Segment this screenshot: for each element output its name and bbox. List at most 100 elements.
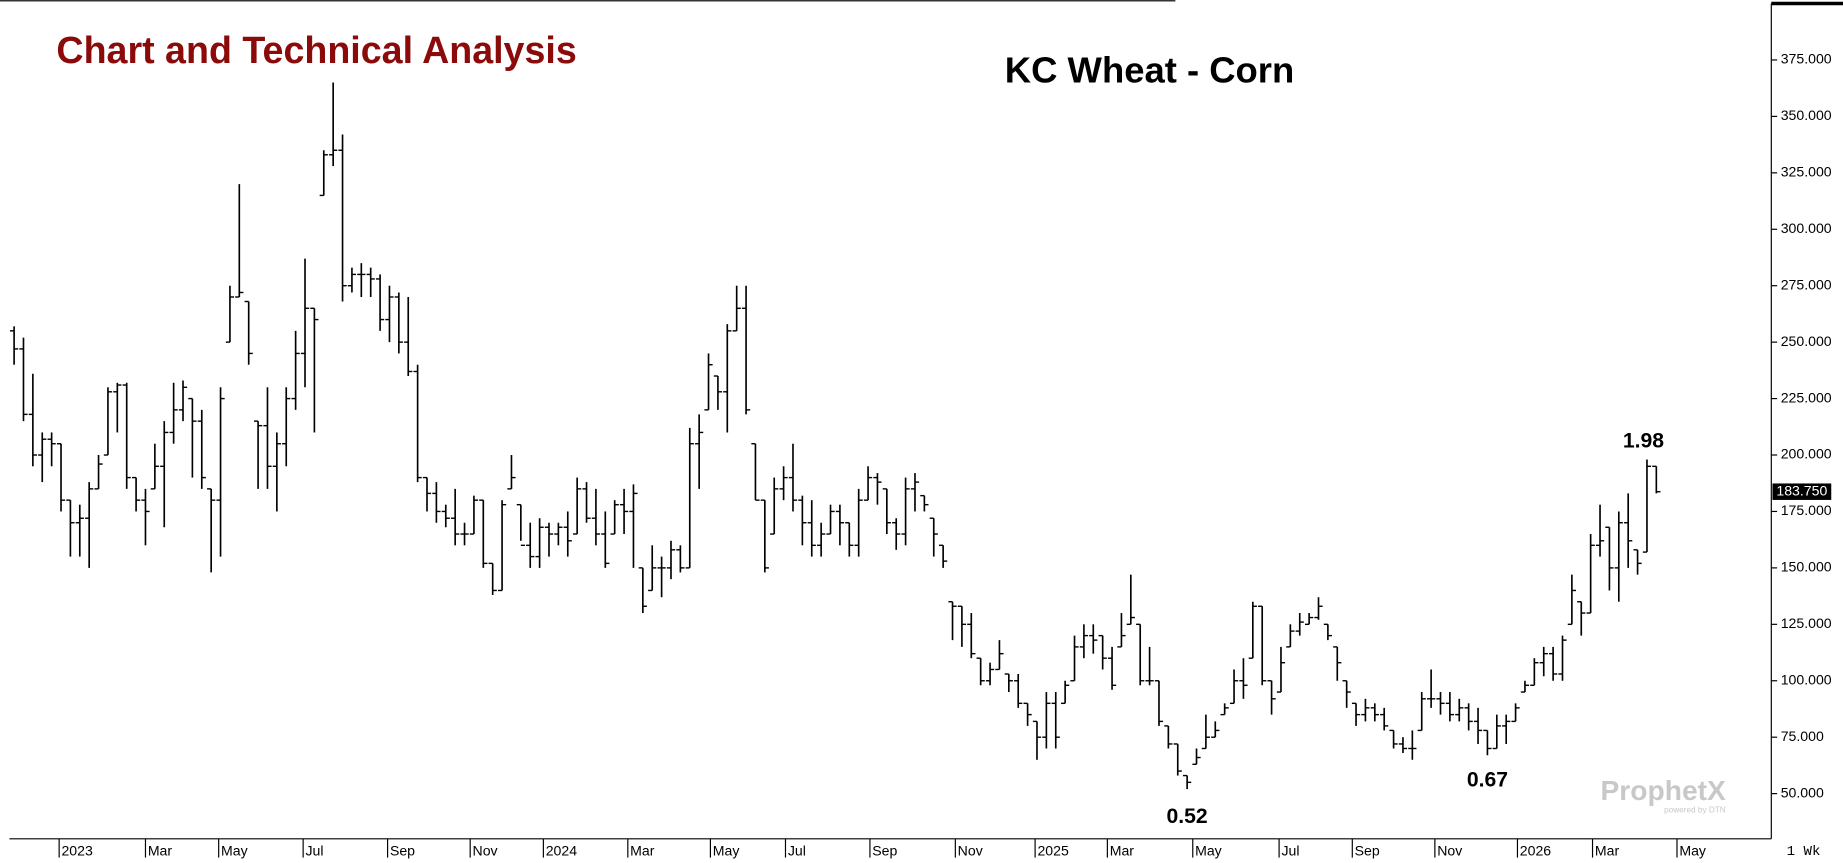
ohlc-bar	[1605, 526, 1614, 591]
ohlc-bar	[1314, 597, 1323, 620]
ohlc-bar	[131, 476, 141, 512]
ohlc-bar	[1595, 504, 1605, 557]
ohlc-bar	[779, 466, 788, 501]
logo: ProphetX	[1600, 774, 1726, 806]
ohlc-bar	[1173, 743, 1182, 776]
x-tick-label: Nov	[958, 842, 983, 858]
y-tick-label: 375.000	[1781, 51, 1832, 67]
interval-label: 1 Wk	[1787, 844, 1821, 860]
ohlc-bar	[704, 353, 713, 411]
ohlc-bar	[1229, 669, 1239, 705]
ohlc-bar	[441, 504, 450, 528]
ohlc-bar	[404, 296, 413, 377]
ohlc-bar	[676, 545, 685, 573]
ohlc-bar	[920, 494, 929, 512]
ohlc-bar	[695, 414, 704, 489]
ohlc-bar	[1548, 646, 1558, 681]
ohlc-bar	[1351, 702, 1361, 726]
ohlc-bar	[1417, 692, 1426, 732]
ohlc-bar	[169, 382, 178, 444]
ohlc-bar	[216, 387, 225, 557]
ohlc-bar	[319, 150, 328, 197]
x-tick-label: Sep	[390, 842, 415, 858]
ohlc-bar	[985, 662, 995, 686]
ohlc-bar	[967, 613, 976, 659]
y-tick-label: 275.000	[1781, 276, 1832, 292]
y-tick-label: 175.000	[1781, 502, 1832, 518]
ohlc-bar	[1183, 774, 1192, 790]
ohlc-bar	[1070, 635, 1079, 682]
x-tick-label: Jul	[788, 842, 806, 858]
ohlc-bar	[66, 499, 75, 557]
annotation: 0.52	[1167, 805, 1208, 828]
y-tick-label: 150.000	[1781, 559, 1832, 575]
x-tick-label: May	[1195, 842, 1223, 858]
ohlc-bar	[1295, 613, 1304, 636]
x-tick-label: 2023	[61, 842, 93, 858]
ohlc-bar	[1389, 729, 1398, 749]
ohlc-bar	[1051, 692, 1060, 749]
x-tick-label: Sep	[1355, 842, 1380, 858]
chart-title: KC Wheat - Corn	[1005, 50, 1294, 91]
y-tick-label: 100.000	[1781, 671, 1832, 687]
ohlc-bar	[263, 387, 272, 489]
ohlc-bar	[526, 522, 535, 568]
y-tick-label: 325.000	[1781, 164, 1832, 180]
y-tick-label: 50.000	[1781, 784, 1824, 800]
ohlc-bar	[1032, 720, 1042, 760]
y-tick-label: 250.000	[1781, 333, 1832, 349]
ohlc-bar	[94, 455, 103, 490]
ohlc-bar	[469, 495, 479, 535]
x-tick-label: Mar	[1595, 842, 1620, 858]
ohlc-bar	[1126, 574, 1135, 626]
ohlc-bar	[1107, 646, 1117, 690]
ohlc-bar	[1248, 601, 1257, 659]
ohlc-bar	[807, 500, 816, 557]
ohlc-bar	[995, 640, 1004, 671]
ohlc-bar	[1520, 680, 1530, 693]
ohlc-bar	[329, 82, 338, 167]
ohlc-bar	[882, 488, 891, 535]
ohlc-bar	[910, 473, 920, 512]
ohlc-bar	[272, 432, 281, 512]
ohlc-bar	[1511, 703, 1520, 723]
ohlc-bar	[798, 495, 807, 546]
ohlc-bar	[338, 134, 347, 302]
ohlc-bar	[1004, 673, 1013, 693]
ohlc-bar	[188, 397, 197, 478]
ohlc-bar	[1361, 698, 1370, 722]
ohlc-bar	[1624, 493, 1633, 568]
ohlc-bar	[1276, 646, 1286, 693]
x-tick-label: 2024	[546, 842, 578, 858]
ohlc-bar	[554, 522, 563, 546]
ohlc-bar	[1408, 730, 1417, 760]
ohlc-bar	[770, 477, 779, 535]
ohlc-bar	[347, 267, 357, 293]
ohlc-bar	[75, 504, 84, 557]
ohlc-bar	[291, 330, 300, 410]
annotation: 1.98	[1623, 429, 1664, 452]
ohlc-bar	[939, 544, 948, 568]
ohlc-bar	[1436, 692, 1445, 715]
ohlc-bar	[1014, 673, 1023, 708]
ohlc-bar	[197, 409, 206, 489]
ohlc-bar	[685, 427, 694, 569]
ohlc-bar	[657, 556, 666, 598]
x-tick-label: Jul	[305, 842, 323, 858]
ohlc-bar	[1164, 725, 1173, 749]
y-tick-label: 300.000	[1781, 220, 1832, 236]
ohlc-bar	[1079, 624, 1089, 659]
ohlc-bar	[122, 382, 131, 489]
ohlc-bar	[47, 432, 56, 467]
ohlc-bar	[432, 482, 441, 523]
ohlc-bar	[9, 326, 19, 365]
x-tick-label: Jul	[1281, 842, 1299, 858]
x-tick-label: Nov	[473, 842, 498, 858]
ohlc-bar	[1558, 635, 1567, 681]
x-tick-label: May	[1679, 842, 1707, 858]
ohlc-bar	[516, 503, 525, 547]
ohlc-bar	[544, 522, 554, 557]
ohlc-bar	[422, 476, 432, 512]
ohlc-bar	[976, 657, 985, 686]
